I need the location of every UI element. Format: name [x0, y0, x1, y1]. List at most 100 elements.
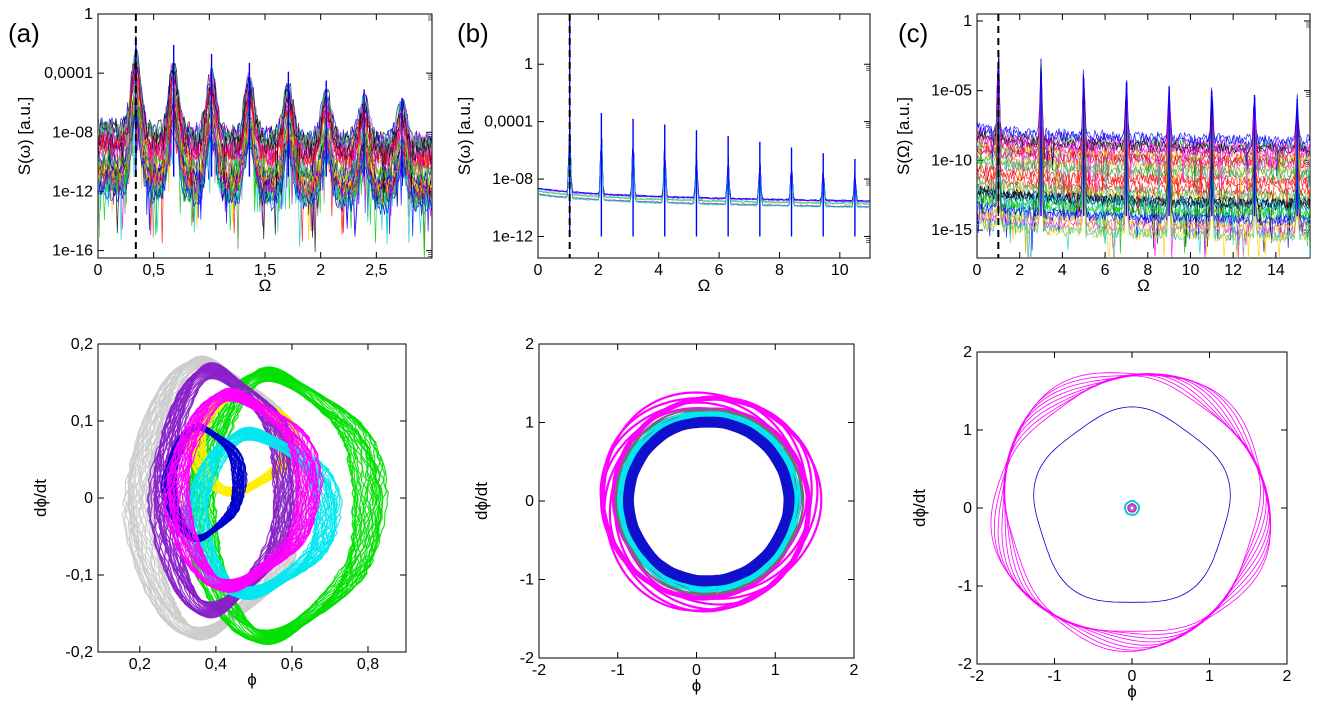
y-tick-label: 1: [84, 6, 93, 23]
orbit-trajectory: [990, 372, 1271, 653]
panel-label-a: (a): [8, 18, 40, 48]
limit-cycle-trajectory: [615, 413, 798, 595]
limit-cycle-trajectory: [599, 398, 813, 611]
x-tick-label: 1: [1205, 668, 1214, 685]
orbit-trajectory: [1004, 373, 1269, 643]
x-tick-label: 4: [654, 262, 663, 279]
spectrum-line: [538, 127, 870, 208]
x-tick-label: 8: [1143, 262, 1152, 279]
y-tick-label: 1: [525, 415, 534, 432]
spectrum-panel-c: 0 2 4 6 8 10 12 14 1 1e-05 1e-10 1e-15 Ω S(Ω) [a.u.]: [894, 13, 1311, 295]
spectrum-line: [538, 128, 870, 208]
spectrum-curves: [538, 14, 870, 237]
x-tick-label: 8: [775, 262, 784, 279]
y-tick-label: 0: [963, 500, 972, 517]
limit-cycle-trajectory: [617, 415, 796, 593]
spectrum-line: [538, 121, 870, 202]
orbit-trajectory: [1128, 504, 1136, 512]
x-tick-label: -2: [970, 668, 984, 685]
attractor-trajectory: [162, 387, 325, 594]
x-tick-label: 2: [1015, 262, 1024, 279]
y-tick-label: 0,0001: [484, 114, 533, 131]
phase-portrait-a: 0,2 0,4 0,6 0,8 -0,2 -0,1 0 0,1 0,2 ϕ dϕ/dt: [31, 336, 407, 689]
y-tick-label: -2: [958, 656, 972, 673]
y-tick-label: -2: [520, 650, 534, 667]
y-axis-label: dϕ/dt: [910, 489, 929, 527]
spectrum-line: [98, 97, 432, 235]
x-tick-label: -1: [611, 662, 625, 679]
orbit-trajectory: [1124, 500, 1140, 516]
x-tick-label: 6: [1101, 262, 1110, 279]
attractor-trajectory: [147, 362, 300, 618]
x-tick-label: 2: [1283, 668, 1292, 685]
x-axis-label: ϕ: [1127, 682, 1137, 701]
limit-cycle-trajectory: [611, 409, 803, 600]
x-tick-label: 10: [831, 262, 849, 279]
y-axis-label: S(ω) [a.u.]: [15, 97, 34, 175]
x-tick-label: -1: [1047, 668, 1061, 685]
y-tick-label: 1e-16: [52, 243, 93, 260]
x-tick-label: 6: [715, 262, 724, 279]
spectrum-line: [98, 64, 432, 189]
x-tick-label: 2,5: [365, 262, 387, 279]
limit-cycle-trajectory: [608, 397, 811, 598]
y-tick-label: -0,2: [65, 644, 93, 661]
x-tick-label: 0,6: [281, 656, 303, 673]
y-axis-label: dϕ/dt: [31, 479, 50, 517]
orbit-group: [1124, 500, 1140, 516]
spectrum-curves: [98, 36, 432, 258]
y-tick-label: 1e-08: [492, 171, 533, 188]
y-tick-label: 1: [524, 56, 533, 73]
y-tick-label: 1: [963, 13, 972, 30]
y-tick-label: 0,0001: [44, 65, 93, 82]
x-tick-label: 0: [1128, 668, 1137, 685]
x-axis-label: Ω: [1137, 276, 1150, 295]
x-axis-label: Ω: [259, 276, 272, 295]
limit-cycle-trajectory: [628, 418, 795, 585]
x-tick-label: 0,5: [143, 262, 165, 279]
x-tick-label: 0: [534, 262, 543, 279]
x-tick-label: -2: [532, 662, 546, 679]
limit-cycle-trajectory: [620, 415, 799, 593]
x-tick-label: 10: [1182, 262, 1200, 279]
x-tick-label: 1: [205, 262, 214, 279]
attractor-trajectory: [180, 366, 389, 646]
attractor-trajectory: [161, 422, 248, 543]
plot-frame: [976, 351, 1288, 665]
panel-label-c: (c): [898, 18, 928, 48]
y-tick-label: 1e-12: [52, 183, 93, 200]
x-tick-label: 2: [316, 262, 325, 279]
x-tick-label: 0: [94, 262, 103, 279]
orbit-group: [1127, 503, 1137, 513]
spectrum-line: [538, 129, 870, 209]
limit-cycle-trajectory: [630, 418, 793, 583]
spectrum-line: [538, 123, 870, 203]
y-tick-label: 0,2: [71, 336, 93, 353]
spectrum-line: [538, 128, 870, 208]
x-tick-label: 4: [1058, 262, 1067, 279]
spectrum-line: [538, 125, 870, 205]
y-tick-label: 1e-05: [931, 83, 972, 100]
orbit-group: [990, 372, 1272, 653]
x-axis-label: ϕ: [247, 670, 257, 689]
y-tick-label: -1: [520, 572, 534, 589]
y-tick-label: 1e-08: [52, 124, 93, 141]
y-tick-label: 0: [84, 490, 93, 507]
orbit-group: [1033, 406, 1231, 603]
limit-cycle-trajectory: [602, 391, 823, 612]
x-tick-label: 0,8: [357, 656, 379, 673]
limit-cycle-trajectory: [631, 419, 791, 580]
spectrum-line: [98, 54, 432, 171]
x-tick-label: 14: [1267, 262, 1285, 279]
y-tick-label: 1e-12: [492, 228, 533, 245]
spectrum-curves: [977, 51, 1310, 258]
y-tick-label: 1e-15: [931, 222, 972, 239]
spectrum-line: [977, 70, 1310, 191]
limit-cycle-trajectory: [623, 421, 790, 587]
plot-frame: [537, 13, 871, 259]
x-tick-label: 0: [973, 262, 982, 279]
spectrum-line: [98, 80, 432, 205]
spectrum-line: [538, 122, 870, 202]
x-tick-label: 1,5: [254, 262, 276, 279]
x-tick-label: 0,2: [129, 656, 151, 673]
